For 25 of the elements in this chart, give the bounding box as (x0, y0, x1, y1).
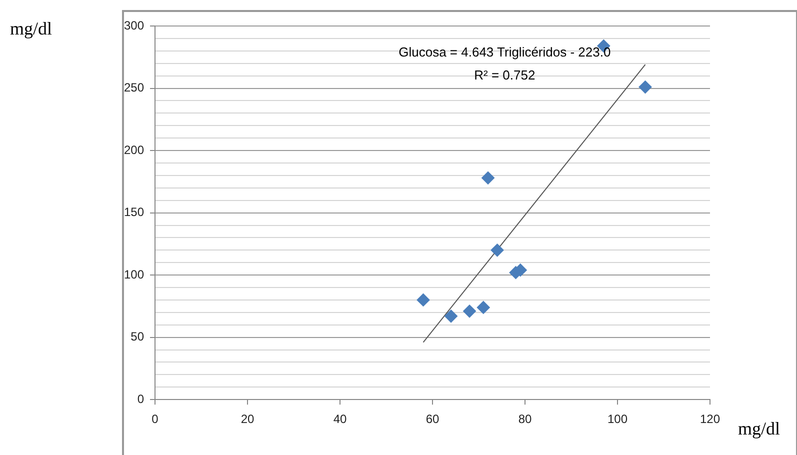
x-tick-label: 40 (333, 412, 348, 426)
y-tick-label: 150 (124, 205, 144, 220)
x-tick-label: 0 (152, 412, 159, 426)
y-tick-label: 300 (124, 18, 144, 32)
point (444, 310, 458, 323)
point (463, 304, 476, 318)
y-tick-label: 50 (130, 330, 144, 344)
point (490, 244, 504, 257)
y-tick-label: 0 (137, 392, 144, 406)
x-tick-label: 120 (700, 412, 720, 426)
y-tick-label: 100 (124, 267, 144, 282)
x-tick-label: 20 (240, 412, 255, 426)
x-tick-label: 60 (426, 412, 440, 426)
x-axis-title: mg/dl (738, 418, 780, 438)
annotation: Glucosa = 4.643 Triglicéridos - 223.0 (398, 44, 611, 60)
annotation: R² = 0.752 (474, 68, 536, 83)
point (638, 80, 652, 94)
y-axis-title: mg/dl (10, 18, 52, 39)
y-tick-label: 250 (124, 80, 144, 95)
point (482, 171, 495, 184)
y-tick-label: 200 (124, 142, 144, 157)
x-tick-label: 100 (607, 412, 628, 426)
x-tick-label: 80 (518, 412, 532, 426)
point (476, 300, 490, 314)
point (416, 293, 430, 306)
